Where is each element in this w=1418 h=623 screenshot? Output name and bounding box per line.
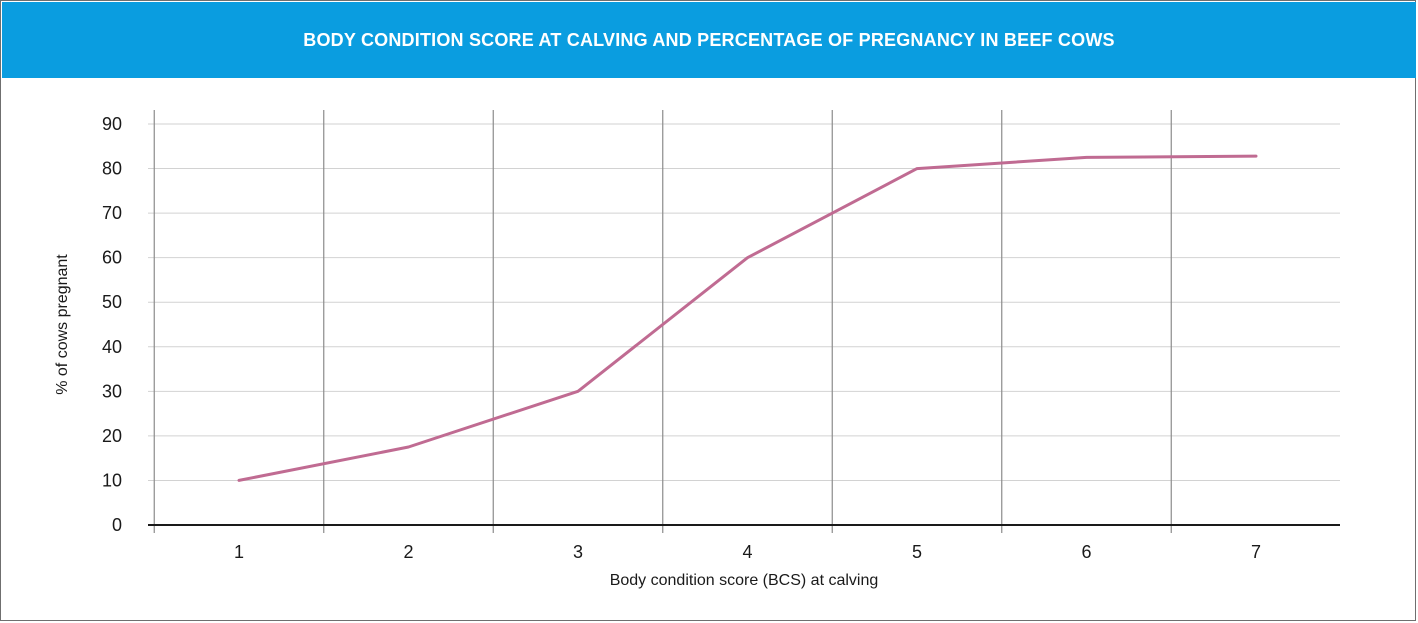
chart-title: BODY CONDITION SCORE AT CALVING AND PERC… <box>303 29 1115 50</box>
y-tick-label: 40 <box>102 337 122 357</box>
vertical-gridlines <box>153 110 1172 533</box>
y-tick-label: 80 <box>102 159 122 179</box>
series-lines <box>237 154 1258 482</box>
y-tick-label: 70 <box>102 203 122 223</box>
y-tick-label: 0 <box>112 515 122 535</box>
x-tick-label: 1 <box>234 542 244 562</box>
x-tick-labels: 1 2 3 4 5 6 7 <box>234 542 1261 562</box>
x-tick-label: 2 <box>403 542 413 562</box>
chart-title-banner: BODY CONDITION SCORE AT CALVING AND PERC… <box>2 2 1416 78</box>
x-axis-title: Body condition score (BCS) at calving <box>610 572 879 589</box>
y-tick-label: 60 <box>102 248 122 268</box>
y-tick-labels: 0 10 20 30 40 50 60 70 80 90 <box>102 114 122 535</box>
x-tick-label: 4 <box>742 542 752 562</box>
x-tick-label: 3 <box>573 542 583 562</box>
horizontal-gridlines <box>148 123 1340 481</box>
y-tick-label: 30 <box>102 381 122 401</box>
x-tick-label: 7 <box>1251 542 1261 562</box>
y-tick-label: 90 <box>102 114 122 134</box>
x-tick-label: 6 <box>1081 542 1091 562</box>
x-tick-label: 5 <box>912 542 922 562</box>
y-axis-title: % of cows pregnant <box>54 254 71 395</box>
y-tick-label: 10 <box>102 470 122 490</box>
series-line <box>237 154 1258 482</box>
y-tick-label: 50 <box>102 292 122 312</box>
y-tick-label: 20 <box>102 426 122 446</box>
